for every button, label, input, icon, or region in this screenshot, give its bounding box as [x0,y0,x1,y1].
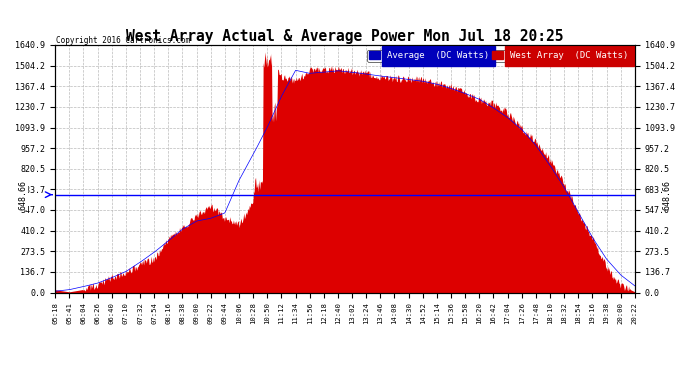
Text: 648.66: 648.66 [19,180,28,210]
Title: West Array Actual & Average Power Mon Jul 18 20:25: West Array Actual & Average Power Mon Ju… [126,29,564,44]
Legend: Average  (DC Watts), West Array  (DC Watts): Average (DC Watts), West Array (DC Watts… [368,50,630,62]
Text: 648.66: 648.66 [662,180,671,210]
Text: Copyright 2016 Cartronics.com: Copyright 2016 Cartronics.com [56,36,190,45]
